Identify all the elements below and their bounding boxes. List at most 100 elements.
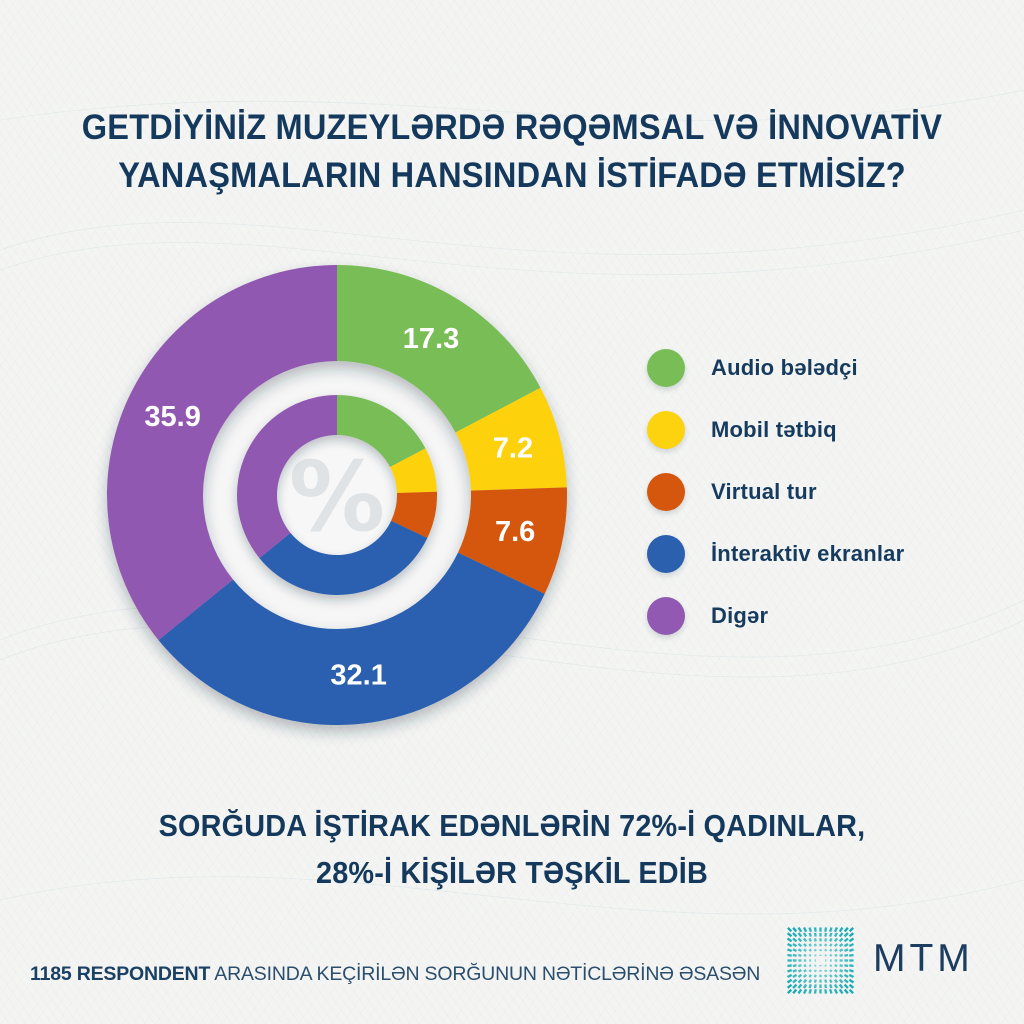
chart-legend: Audio bələdçi Mobil tətbiq Virtual tur İnte… xyxy=(647,349,904,659)
logo-burst-dash xyxy=(824,953,828,957)
logo-burst-dash xyxy=(808,974,812,978)
logo-burst-dash xyxy=(843,942,849,948)
logo-burst-dash xyxy=(843,932,849,938)
logo-burst-dash xyxy=(797,927,803,933)
logo-burst-dash xyxy=(828,984,833,989)
stats-line2: 28%-İ KİŞİLƏR TƏŞKİL EDİB xyxy=(315,855,708,890)
legend-swatch xyxy=(647,535,685,573)
logo-burst-dash xyxy=(803,937,808,943)
logo-burst-dash xyxy=(824,964,828,968)
logo-burst-dash xyxy=(797,978,803,984)
logo-burst-dash xyxy=(848,948,854,953)
logo-burst-dash xyxy=(848,978,854,984)
logo-burst-dash xyxy=(848,983,854,989)
logo-burst-dash xyxy=(808,953,812,957)
footnote: 1185 RESPONDENT ARASINDA KEÇİRİLƏN SORĞU… xyxy=(30,963,760,986)
logo-burst-dash xyxy=(844,964,849,968)
logo-burst-dash xyxy=(833,978,838,984)
logo-burst-dash xyxy=(839,953,843,957)
logo-burst-dash xyxy=(808,988,813,994)
logo-burst-dash xyxy=(808,964,812,968)
mtm-logo-text: MTM xyxy=(873,937,974,980)
logo-burst-dash xyxy=(844,953,849,957)
logo-burst-dash xyxy=(787,937,793,943)
logo-burst-dash xyxy=(828,988,833,994)
logo-burst-dash xyxy=(813,974,817,978)
logo-burst-dash xyxy=(834,953,838,957)
logo-burst-dash xyxy=(833,932,839,938)
logo-burst-dash xyxy=(829,948,833,952)
logo-burst-dash xyxy=(829,969,833,973)
donut-segment-outer xyxy=(158,552,545,725)
logo-burst-dash xyxy=(813,964,817,968)
donut-center-disc xyxy=(277,435,397,555)
legend-item-3: Virtual tur xyxy=(647,473,904,511)
logo-burst-dash xyxy=(798,953,802,957)
logo-burst-dash xyxy=(808,937,812,942)
logo-burst-dash xyxy=(838,978,844,984)
logo-burst-dash xyxy=(813,984,817,989)
logo-burst-dash xyxy=(844,948,849,953)
logo-burst-dash xyxy=(829,943,833,947)
logo-burst-dash xyxy=(843,978,849,984)
logo-burst-dash xyxy=(792,948,797,953)
logo-burst-dash xyxy=(808,932,813,937)
logo-burst-dash xyxy=(824,948,828,952)
logo-burst-dash xyxy=(803,973,808,978)
logo-burst-dash xyxy=(824,927,828,932)
legend-label: Virtual tur xyxy=(711,479,817,504)
logo-burst-dash xyxy=(813,969,817,973)
mtm-logo-icon xyxy=(787,927,854,994)
legend-label: Digər xyxy=(711,603,769,628)
logo-burst-dash xyxy=(797,932,803,938)
logo-burst-dash xyxy=(813,979,817,983)
logo-burst-dash xyxy=(813,932,817,937)
donut-segment-outer xyxy=(106,265,337,641)
logo-burst-dash xyxy=(797,983,803,989)
logo-burst-dash xyxy=(848,937,854,943)
logo-burst-dash xyxy=(848,988,854,994)
logo-burst-dash xyxy=(838,983,844,989)
logo-burst-dash xyxy=(802,927,808,933)
logo-burst-dash xyxy=(797,937,803,943)
logo-burst-dash xyxy=(787,942,793,948)
donut-segment-inner xyxy=(259,520,428,595)
logo-burst-dash xyxy=(792,964,797,968)
logo-burst-dash xyxy=(803,964,807,968)
logo-burst-dash xyxy=(833,937,838,943)
logo-burst-dash xyxy=(797,988,803,994)
legend-label: Audio bələdçi xyxy=(711,355,858,380)
logo-burst-dash xyxy=(849,964,854,968)
logo-burst-dash xyxy=(798,964,802,968)
donut-outer-ring xyxy=(106,265,567,725)
logo-burst-dash xyxy=(838,937,844,943)
logo-burst-dash xyxy=(787,948,793,953)
logo-burst-dash xyxy=(829,974,833,978)
logo-burst-dash xyxy=(787,973,793,979)
logo-burst-dash xyxy=(808,927,813,933)
page-title-line2: YANAŞMALARIN HANSINDAN İSTİFADƏ ETMİSİZ? xyxy=(118,156,906,195)
stats-note: SORĞUDA İŞTİRAK EDƏNLƏRİN 72%-İ QADINLAR… xyxy=(36,802,988,896)
logo-burst-dash xyxy=(803,948,807,952)
page-title: GETDİYİNİZ MUZEYLƏRDƏ RƏQƏMSAL VƏ İNNOVA… xyxy=(36,104,988,200)
logo-burst-dash xyxy=(824,984,828,989)
logo-burst-dash xyxy=(843,937,849,943)
logo-burst-dash xyxy=(848,932,854,938)
logo-burst-dash xyxy=(829,964,833,968)
logo-burst-dash xyxy=(802,983,808,989)
donut-segment-inner xyxy=(236,395,337,559)
donut-segment-inner xyxy=(390,448,437,494)
logo-burst-dash xyxy=(838,973,844,978)
logo-burst-dash xyxy=(803,969,807,973)
logo-burst-dash xyxy=(813,938,817,942)
logo-burst-dash xyxy=(787,927,793,933)
logo-burst-dash xyxy=(843,927,849,933)
logo-burst-dash xyxy=(833,988,839,994)
segment-value-label: 7.2 xyxy=(493,432,533,464)
logo-burst-dash xyxy=(848,927,854,933)
logo-burst-dash xyxy=(824,943,828,947)
logo-burst-dash xyxy=(802,932,808,938)
logo-burst-dash xyxy=(797,948,802,952)
logo-burst-dash xyxy=(808,943,812,947)
logo-burst-dash xyxy=(792,942,798,948)
